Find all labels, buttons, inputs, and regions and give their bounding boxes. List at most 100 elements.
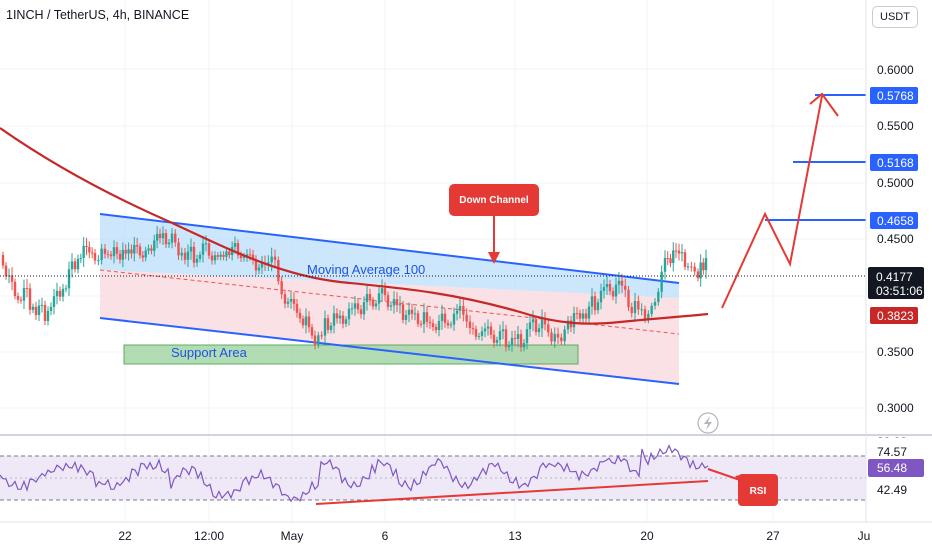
candle-body (195, 258, 199, 263)
candle-body (233, 243, 237, 247)
candle-body (133, 245, 136, 254)
candle-body (374, 303, 378, 307)
candle-body (650, 305, 653, 315)
channel-upper-line[interactable] (99, 213, 680, 284)
candle-body (40, 304, 44, 306)
candle-body (543, 318, 547, 325)
target3-price-label[interactable]: 0.5768 (870, 87, 918, 104)
down-channel-label: Down Channel (459, 195, 529, 206)
candle-body (70, 261, 74, 270)
candle-body (304, 316, 308, 326)
projection-path[interactable] (721, 95, 823, 309)
candle-body (492, 334, 496, 343)
candle-body (458, 306, 462, 311)
candle-body (118, 253, 122, 260)
candle-body (672, 250, 675, 264)
candle-body (677, 250, 681, 254)
candle-body (657, 291, 660, 302)
candlestick-series (1, 226, 708, 352)
candle-body (516, 334, 520, 339)
target2-price-label[interactable]: 0.5168 (870, 154, 918, 171)
currency-unit-button[interactable]: USDT (872, 6, 918, 28)
candle-body (431, 323, 435, 328)
candle-body (310, 327, 314, 336)
candle-body (575, 313, 579, 315)
current-price-label[interactable]: 0.4177 03:51:06 (868, 267, 924, 299)
time-axis[interactable]: 22 12:00 May 6 13 20 27 Ju (118, 529, 870, 543)
candle-body (599, 290, 603, 303)
bar-countdown-text: 03:51:06 (876, 284, 923, 298)
candle-body (112, 247, 116, 257)
candle-body (283, 294, 287, 304)
candle-body (365, 293, 369, 303)
candle-body (498, 331, 502, 340)
rsi-axis[interactable]: 80.00 74.57 56.48 42.49 (868, 435, 926, 497)
candle-body (617, 280, 621, 285)
moving-average-line[interactable] (0, 127, 709, 325)
candle-body (64, 288, 68, 290)
rsi-callout[interactable]: RSI (707, 468, 778, 506)
candle-body (449, 324, 453, 326)
candle-body (419, 323, 423, 325)
candle-body (620, 280, 624, 286)
candle-body (410, 309, 414, 314)
candle-body (277, 259, 280, 282)
ma-price-label[interactable]: 0.3823 (870, 307, 918, 324)
down-channel-callout[interactable]: Down Channel (449, 184, 539, 264)
candle-body (416, 313, 420, 324)
candle-body (663, 258, 667, 272)
candle-body (398, 304, 402, 306)
candle-body (608, 284, 612, 292)
time-tick: 6 (382, 529, 389, 543)
candle-body (504, 329, 508, 348)
candle-body (666, 258, 669, 260)
candle-body (699, 262, 702, 279)
candle-body (353, 303, 357, 309)
candle-body (174, 233, 177, 243)
candle-body (10, 275, 14, 282)
candle-body (501, 329, 505, 332)
candle-body (177, 242, 180, 256)
target3-price-text: 0.5768 (877, 89, 914, 103)
candle-body (344, 319, 348, 324)
candle-body (572, 313, 576, 328)
candle-body (1, 255, 5, 266)
rsi-trendline[interactable] (315, 480, 709, 505)
candle-body (153, 240, 156, 251)
candle-body (93, 253, 97, 261)
candle-body (317, 335, 320, 345)
candle-body (201, 243, 205, 255)
target1-price-label[interactable]: 0.4658 (870, 212, 918, 229)
candle-body (584, 313, 588, 319)
candle-body (88, 247, 91, 253)
lightning-icon[interactable] (697, 412, 719, 434)
candle-body (270, 256, 273, 263)
candle-body (13, 281, 17, 297)
candle-body (474, 328, 478, 337)
candle-body (596, 302, 600, 311)
candle-body (192, 246, 196, 263)
price-axis[interactable]: 0.6000 0.5500 0.5000 0.4500 0.3500 0.300… (877, 63, 914, 415)
channel-lower-line[interactable] (99, 317, 680, 385)
candle-body (280, 281, 283, 295)
candle-body (653, 301, 657, 306)
candle-body (43, 304, 47, 321)
candle-body (332, 313, 336, 326)
candle-body (31, 306, 35, 310)
candle-body (147, 248, 150, 251)
candle-body (52, 296, 56, 307)
candle-body (138, 246, 142, 256)
candle-body (260, 262, 264, 268)
candle-body (404, 314, 408, 320)
candle-body (219, 254, 222, 257)
candle-body (210, 255, 214, 261)
candle-body (462, 306, 465, 315)
candle-body (141, 255, 145, 258)
candle-body (82, 245, 85, 258)
rsi-line[interactable] (0, 444, 709, 503)
candle-body (106, 253, 110, 255)
candle-body (323, 318, 327, 336)
candle-body (341, 315, 345, 324)
candle-body (489, 326, 493, 335)
